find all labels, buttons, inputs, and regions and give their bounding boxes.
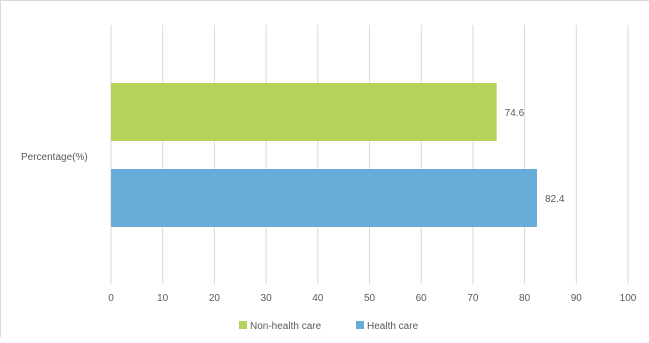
legend-label-non-health-care: Non-health care	[250, 321, 322, 332]
x-tick-label-20: 20	[209, 293, 221, 304]
legend-item-health-care[interactable]: Health care	[356, 321, 419, 332]
x-tick-label-60: 60	[416, 293, 428, 304]
bars	[111, 83, 538, 227]
x-tick-label-50: 50	[364, 293, 376, 304]
data-label-health-care: 82.4	[545, 194, 565, 205]
legend: Non-health care Health care	[239, 321, 419, 332]
legend-label-health-care: Health care	[367, 321, 419, 332]
bar-non-health-care[interactable]	[111, 83, 497, 141]
x-tick-label-70: 70	[467, 293, 479, 304]
x-tick-label-90: 90	[571, 293, 583, 304]
x-tick-label-0: 0	[108, 293, 114, 304]
category-label: Percentage(%)	[21, 152, 88, 163]
grid-lines	[110, 25, 629, 284]
x-tick-label-10: 10	[157, 293, 169, 304]
legend-swatch-non-health-care	[239, 321, 247, 329]
bar-health-care[interactable]	[111, 169, 538, 227]
legend-swatch-health-care	[356, 321, 364, 329]
legend-item-non-health-care[interactable]: Non-health care	[239, 321, 322, 332]
x-tick-label-30: 30	[261, 293, 273, 304]
x-tick-label-40: 40	[312, 293, 324, 304]
data-labels: 74.6 82.4	[505, 108, 565, 205]
x-tick-label-100: 100	[620, 293, 637, 304]
x-tick-label-80: 80	[519, 293, 531, 304]
x-tick-labels: 0 10 20 30 40 50 60 70 80 90 100	[108, 293, 637, 304]
data-label-non-health-care: 74.6	[505, 108, 525, 119]
